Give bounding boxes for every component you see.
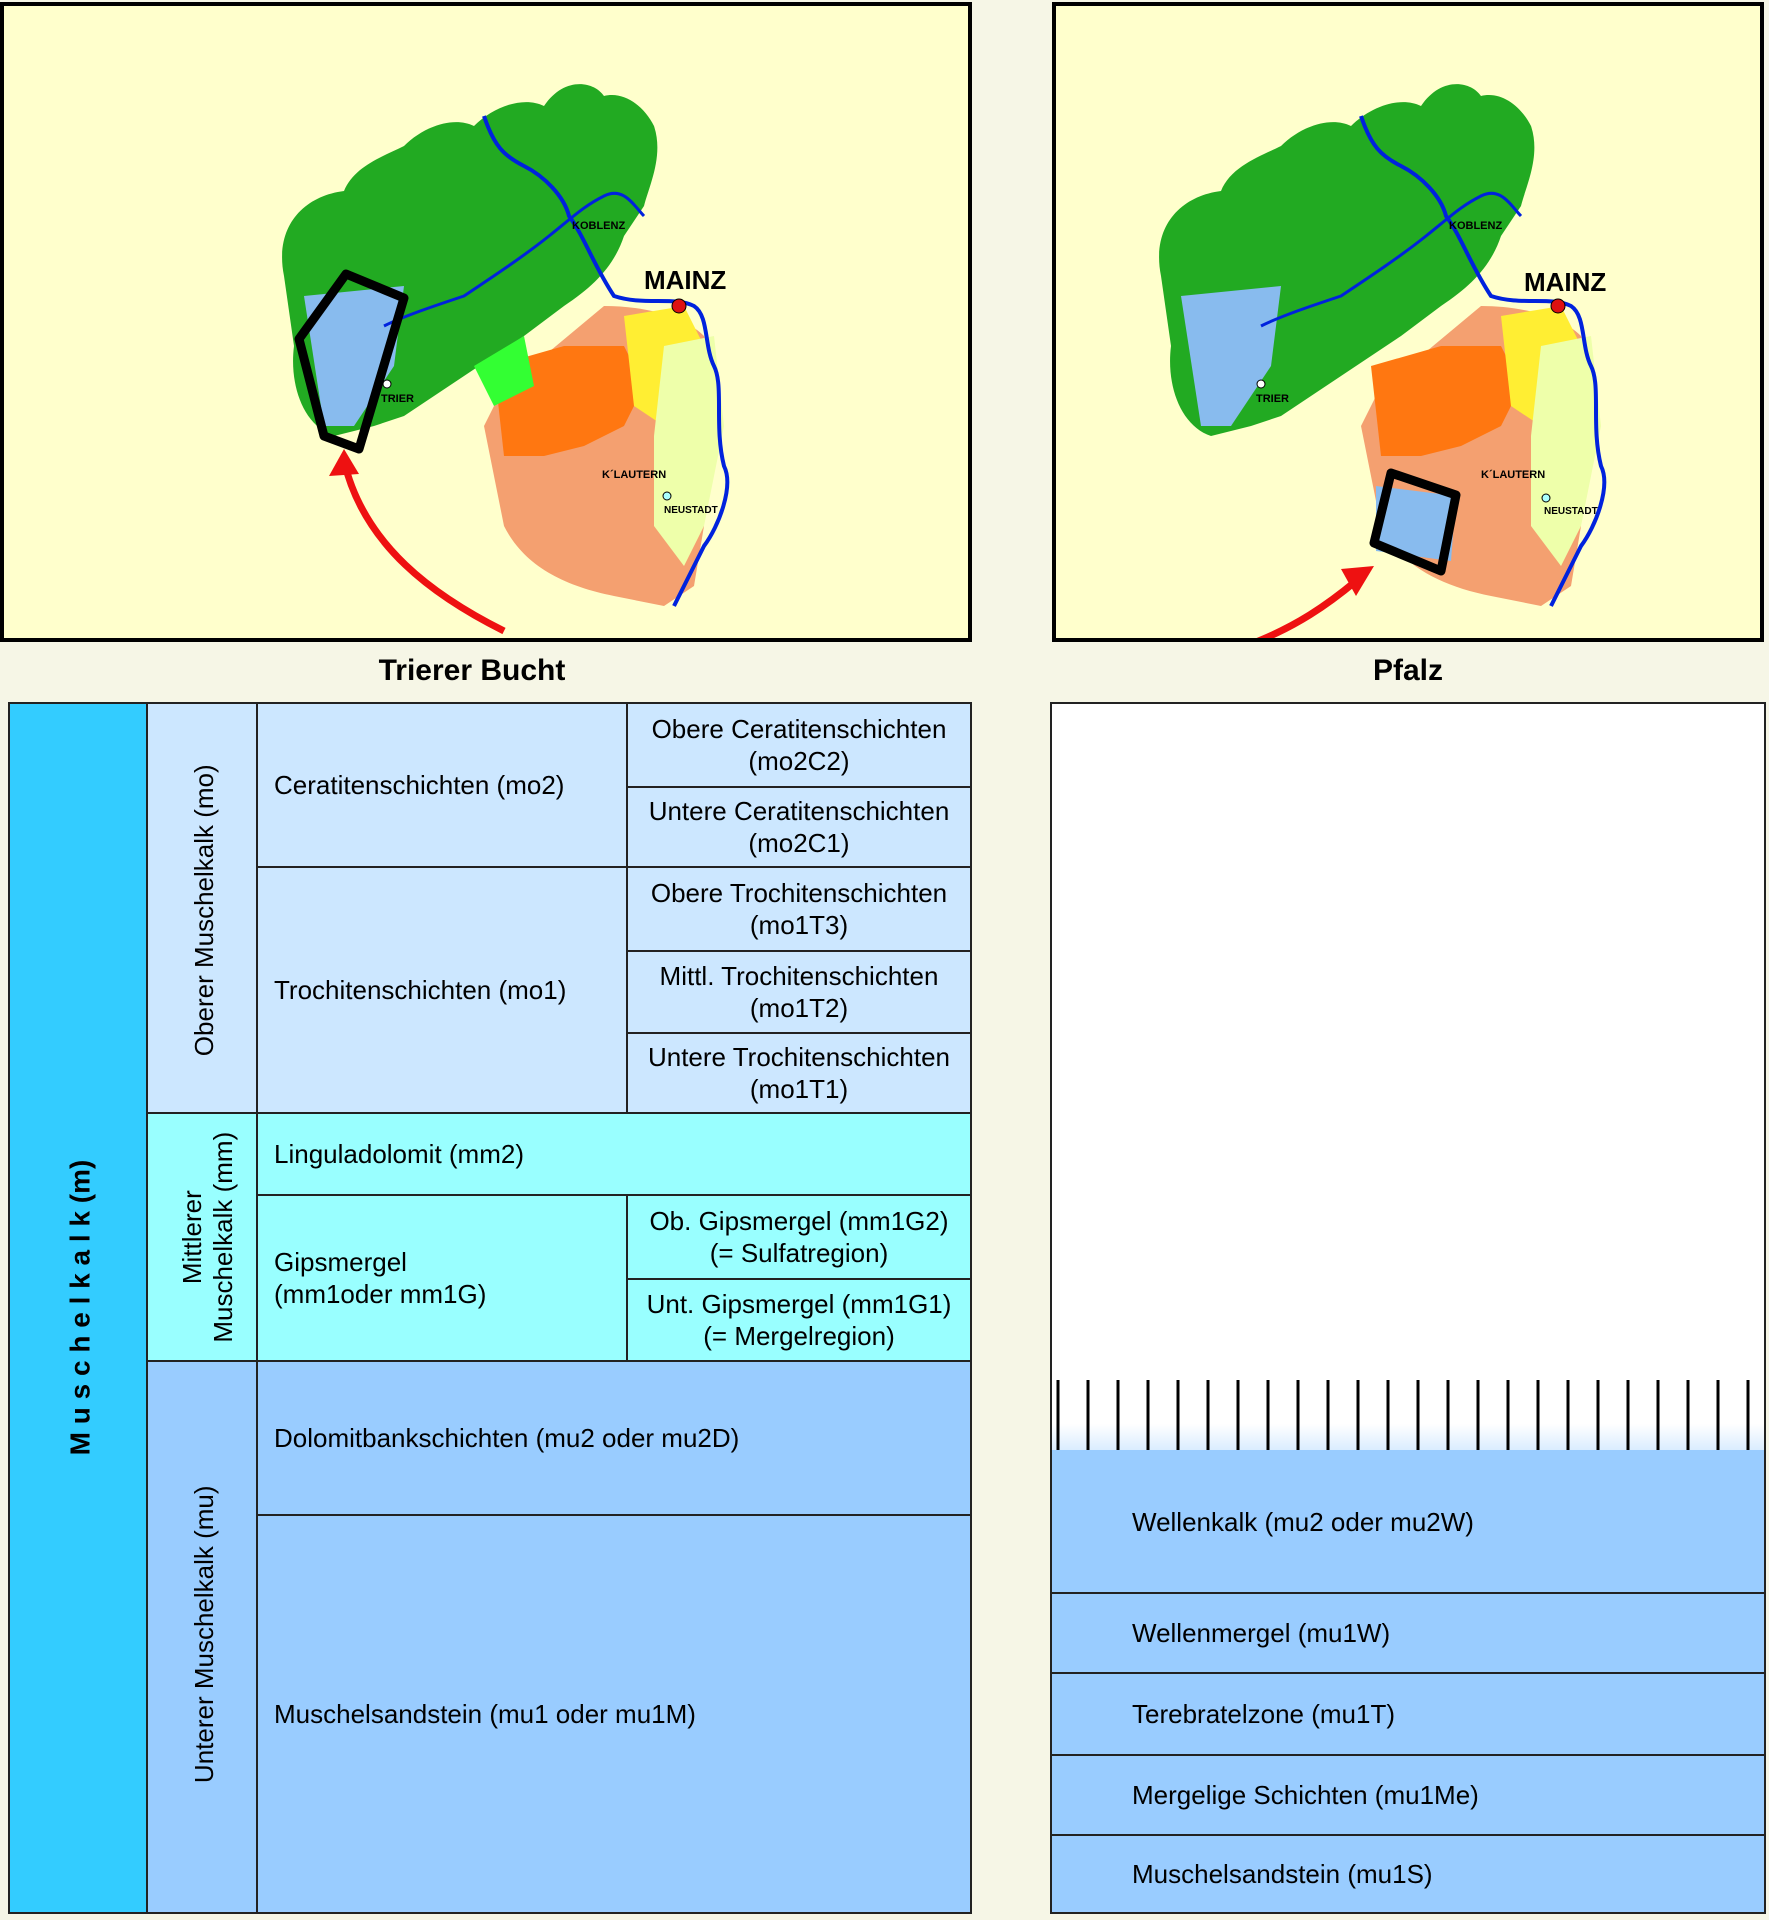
member-obere-trochitenschichten: Obere Trochitenschichten (mo1T3) [626,866,972,952]
highlight-arrow [340,460,506,635]
map-river-mosel [1260,192,1523,328]
formation-gipsmergel-line2: (mm1oder mm1G) [274,1279,487,1309]
map-region-trier-basin [304,286,404,426]
pfalz-wellenmergel: Wellenmergel (mu1W) [1050,1592,1766,1674]
map-river-rhine [1359,115,1607,607]
pfalz-wellenkalk: Wellenkalk (mu2 oder mu2W) [1050,1450,1766,1594]
map-region-orange [1371,346,1521,456]
member-untere-ceratitenschichten: Untere Ceratitenschichten (mo2C1) [626,786,972,868]
map-label-koblenz: KOBLENZ [572,220,625,232]
map-panel-pfalz: MAINZ KOBLENZ TRIER K´LAUTERN NEUSTADT [1052,2,1764,642]
member-name: Untere Ceratitenschichten [648,795,950,826]
map-river-mosel [383,192,646,328]
map-region-pale [1531,336,1601,566]
highlight-arrow-head [329,449,359,476]
group-muschelkalk: M u s c h e l k a l k (m) [8,702,148,1914]
map-label-neustadt: NEUSTADT [1544,506,1598,517]
city-marker-mainz [671,298,687,314]
formation-gipsmergel: Gipsmergel (mm1oder mm1G) [256,1194,628,1362]
member-name: Obere Ceratitenschichten [651,713,947,744]
subgroup-oberer-muschelkalk: Oberer Muschelkalk (mo) [146,702,258,1114]
map-region-trier-basin [1181,286,1281,426]
map-label-mainz: MAINZ [644,265,726,295]
formation-muschelsandstein: Muschelsandstein (mu1 oder mu1M) [256,1514,972,1914]
member-untere-trochitenschichten: Untere Trochitenschichten (mo1T1) [626,1032,972,1114]
formation-linguladolomit: Linguladolomit (mm2) [256,1112,972,1196]
map-river-rhine [482,115,730,607]
map-label-neustadt: NEUSTADT [664,505,718,516]
highlight-polygon-pfalz [1369,468,1461,576]
map-label-mainz: MAINZ [1524,267,1606,297]
map-label-trier: TRIER [1256,393,1289,405]
member-code: (mo1T1) [749,1074,849,1104]
group-muschelkalk-label: M u s c h e l k a l k (m) [64,1159,96,1456]
member-code: (mo1T3) [749,910,849,940]
member-code: (mo1T2) [749,993,849,1023]
city-marker-trier [1256,379,1266,389]
pfalz-mergelige-schichten: Mergelige Schichten (mu1Me) [1050,1754,1766,1836]
member-obere-ceratitenschichten: Obere Ceratitenschichten (mo2C2) [626,702,972,788]
member-code: (mo2C1) [748,828,850,858]
formation-dolomitbankschichten: Dolomitbankschichten (mu2 oder mu2D) [256,1360,972,1516]
map-region-light-green [474,336,534,406]
city-marker-neustadt [1541,493,1551,503]
highlight-polygon-trierer-bucht [294,269,409,454]
map-region-pale [654,336,724,566]
formation-trochitenschichten: Trochitenschichten (mo1) [256,866,628,1114]
subgroup-mittlerer-label-line2: Muschelkalk (mm) [208,1131,238,1343]
city-marker-mainz [1550,298,1566,314]
member-name: Mittl. Trochitenschichten [659,960,939,991]
member-mittl-trochitenschichten: Mittl. Trochitenschichten (mo1T2) [626,950,972,1034]
subgroup-mittlerer-muschelkalk: Mittlerer Muschelkalk (mm) [146,1112,258,1362]
city-marker-trier [382,379,392,389]
subgroup-mittlerer-label-line1: Mittlerer [176,1190,207,1285]
highlight-arrow [1256,578,1359,638]
member-name: Untere Trochitenschichten [647,1041,951,1072]
geologic-map-rhineland-palatinate: MAINZ KOBLENZ TRIER K´LAUTERN NEUSTADT [282,84,730,635]
map-label-klautern: K´LAUTERN [602,469,666,481]
member-ob-gipsmergel: Ob. Gipsmergel (mm1G2) (= Sulfatregion) [626,1194,972,1280]
member-name: Ob. Gipsmergel (mm1G2) [649,1205,949,1236]
map-region-pfalz-basin [1376,486,1456,561]
map-label-trier: TRIER [381,393,414,405]
highlight-arrow-head [1341,566,1374,596]
member-name: Obere Trochitenschichten [650,877,948,908]
title-trierer-bucht: Trierer Bucht [378,654,566,687]
subgroup-mittlerer-label: Mittlerer Muschelkalk (mm) [177,1077,239,1397]
member-note: (= Sulfatregion) [709,1238,889,1268]
subgroup-unterer-muschelkalk: Unterer Muschelkalk (mu) [146,1360,258,1914]
map-panel-trierer-bucht: MAINZ KOBLENZ TRIER K´LAUTERN NEUSTADT [0,2,972,642]
pfalz-muschelsandstein: Muschelsandstein (mu1S) [1050,1834,1766,1914]
pfalz-terebratelzone: Terebratelzone (mu1T) [1050,1672,1766,1756]
formation-ceratitenschichten: Ceratitenschichten (mo2) [256,702,628,868]
erosion-hatch [1056,1380,1750,1452]
member-code: (mo2C2) [748,746,850,776]
geologic-map-rhineland-palatinate: MAINZ KOBLENZ TRIER K´LAUTERN NEUSTADT [1159,84,1607,638]
city-marker-neustadt [662,491,672,501]
subgroup-unterer-label: Unterer Muschelkalk (mu) [188,1485,219,1784]
title-pfalz: Pfalz [1372,654,1444,687]
member-name: Unt. Gipsmergel (mm1G1) [646,1288,952,1319]
formation-gipsmergel-line1: Gipsmergel [274,1246,407,1277]
map-label-koblenz: KOBLENZ [1449,220,1502,232]
member-unt-gipsmergel: Unt. Gipsmergel (mm1G1) (= Mergelregion) [626,1278,972,1362]
member-note: (= Mergelregion) [703,1321,895,1351]
map-label-klautern: K´LAUTERN [1481,469,1545,481]
